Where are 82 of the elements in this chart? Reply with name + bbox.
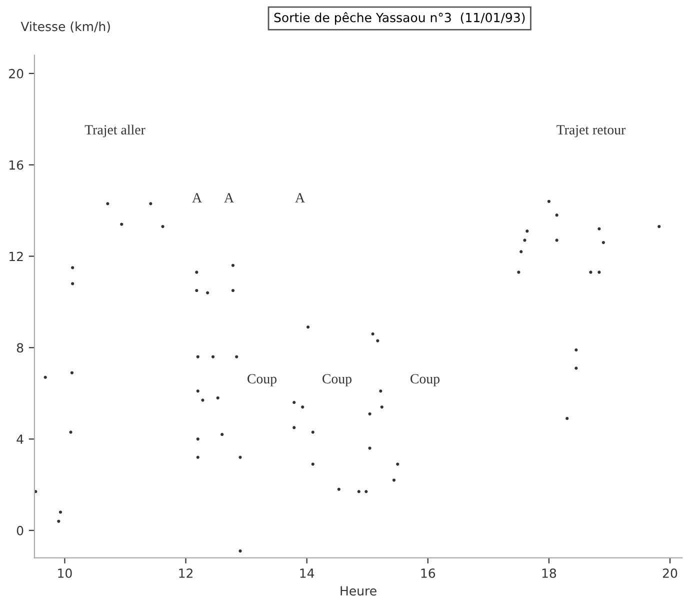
point — [574, 366, 578, 370]
point — [292, 400, 296, 404]
point — [71, 266, 74, 270]
x-tick-label: 18 — [542, 568, 556, 578]
point — [235, 355, 238, 358]
point — [196, 389, 200, 393]
annotation: Coup — [322, 374, 352, 386]
x-tick-label: 10 — [58, 568, 72, 578]
point — [658, 224, 661, 228]
point — [306, 326, 310, 329]
annotation: A — [192, 193, 202, 202]
y-tick-label: 12 — [10, 252, 23, 261]
point — [231, 264, 235, 267]
point — [392, 478, 396, 482]
point — [58, 510, 62, 514]
point — [220, 432, 224, 436]
point — [566, 416, 569, 420]
annotation: Coup — [410, 374, 440, 386]
point — [311, 430, 314, 434]
annotation: Trajet retour — [556, 125, 626, 138]
annotation: Trajet aller — [84, 124, 146, 138]
point — [57, 520, 60, 523]
point — [555, 238, 558, 242]
point — [149, 202, 152, 206]
point — [337, 488, 340, 491]
point — [517, 270, 520, 274]
annotation: A — [224, 193, 234, 202]
point — [520, 250, 523, 254]
y-tick-label: 4 — [16, 434, 24, 444]
y-tick-label: 20 — [9, 68, 24, 78]
x-tick-label: 14 — [300, 568, 314, 578]
point — [301, 405, 304, 409]
point — [602, 240, 605, 244]
annotation: Coup — [248, 374, 277, 386]
x-axis-title: Heure — [340, 586, 376, 596]
point — [555, 214, 558, 217]
point — [547, 200, 550, 203]
point — [71, 282, 74, 286]
point — [196, 355, 200, 358]
y-tick-label: 8 — [16, 343, 24, 353]
point — [379, 389, 382, 393]
point — [195, 270, 198, 274]
point — [211, 355, 215, 358]
point — [598, 227, 601, 230]
chart-title: Sortie de pêche Yassaou n°3 (11/01/93) — [274, 12, 525, 25]
point — [396, 462, 400, 466]
point — [238, 456, 242, 459]
point — [195, 288, 198, 292]
point — [196, 456, 200, 459]
point — [120, 222, 124, 226]
x-tick-label: 16 — [421, 568, 436, 578]
point — [196, 437, 200, 441]
point — [526, 230, 529, 233]
annotation: A — [295, 193, 305, 202]
point — [44, 376, 47, 379]
x-tick-label: 12 — [179, 568, 192, 578]
point — [231, 288, 235, 292]
point — [292, 426, 296, 430]
point — [69, 430, 72, 434]
point — [371, 332, 374, 336]
point — [206, 291, 210, 294]
y-tick-label: 0 — [16, 526, 24, 536]
y-tick-label: 16 — [10, 160, 24, 170]
point — [574, 348, 578, 352]
point — [161, 224, 164, 228]
point — [380, 405, 384, 409]
point — [106, 202, 110, 206]
point — [589, 270, 592, 274]
x-tick-label: 20 — [662, 568, 678, 578]
point — [598, 270, 601, 274]
point — [201, 398, 204, 402]
point — [364, 490, 368, 494]
point — [216, 396, 220, 400]
y-axis-title: Vitesse (km/h) — [20, 22, 110, 33]
point — [368, 446, 372, 450]
point — [523, 238, 526, 242]
point — [368, 412, 372, 416]
point — [70, 371, 74, 374]
point — [238, 549, 242, 553]
point — [357, 490, 360, 494]
point — [311, 462, 314, 466]
point — [376, 339, 380, 342]
